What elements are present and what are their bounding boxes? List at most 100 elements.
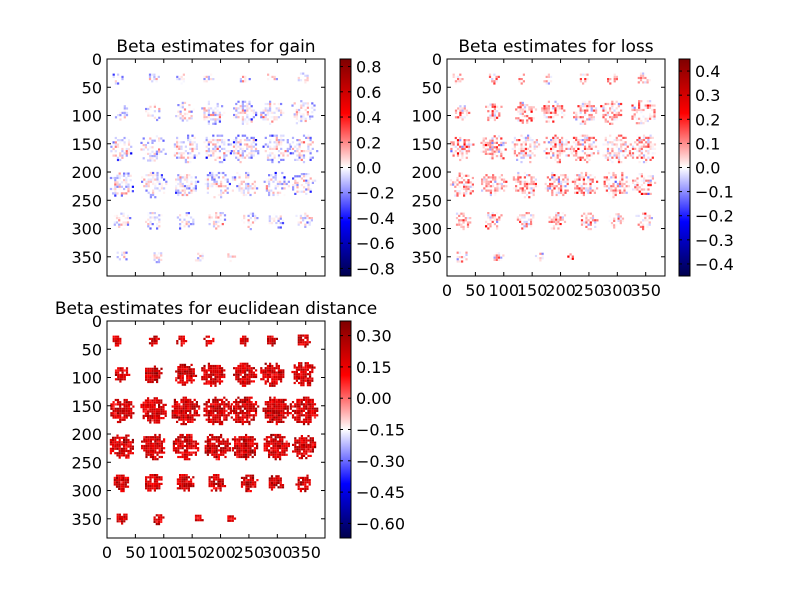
heatmap-cell	[500, 144, 503, 147]
heatmap-cell	[311, 364, 314, 367]
heatmap-cell	[198, 414, 201, 417]
heatmap-cell	[584, 80, 587, 83]
heatmap-cell	[612, 174, 615, 177]
heatmap-cell	[121, 139, 124, 142]
heatmap-cell	[491, 137, 494, 140]
heatmap-cell	[517, 110, 520, 113]
heatmap-cell	[653, 143, 657, 146]
heatmap-cell	[644, 219, 647, 222]
heatmap-cell	[181, 370, 184, 373]
heatmap-cell	[532, 216, 535, 219]
heatmap-cell	[239, 401, 242, 404]
heatmap-cell	[562, 191, 565, 194]
heatmap-cell	[296, 147, 299, 150]
heatmap-cell	[559, 225, 562, 228]
heatmap-cell	[466, 217, 470, 220]
heatmap-cell	[205, 145, 208, 148]
heatmap-cell	[119, 414, 122, 417]
heatmap-cell	[280, 102, 283, 106]
heatmap-cell	[148, 78, 152, 81]
heatmap-cell	[287, 180, 290, 183]
heatmap-cell	[250, 145, 253, 148]
heatmap-cell	[216, 403, 219, 406]
heatmap-cell	[471, 183, 474, 186]
heatmap-cell	[121, 407, 124, 410]
heatmap-cell	[299, 336, 303, 339]
heatmap-cell	[611, 156, 614, 159]
heatmap-cell	[502, 144, 505, 147]
heatmap-cell	[238, 189, 241, 192]
heatmap-cell	[195, 414, 198, 417]
heatmap-cell	[248, 78, 251, 81]
heatmap-cell	[281, 187, 284, 190]
x-tick-label: 100	[488, 281, 519, 300]
heatmap-cell	[212, 154, 215, 157]
heatmap-cell	[119, 342, 122, 345]
heatmap-cell	[269, 139, 272, 142]
brain-slice	[289, 396, 319, 426]
heatmap-cell	[127, 172, 130, 175]
heatmap-cell	[456, 147, 460, 151]
colorbar-tick-label: −0.3	[695, 231, 734, 250]
heatmap-cell	[244, 362, 247, 365]
heatmap-cell	[603, 176, 606, 179]
heatmap-cell	[163, 187, 166, 190]
heatmap-cell	[273, 378, 276, 381]
heatmap-cell	[176, 412, 179, 415]
heatmap-cell	[179, 112, 182, 115]
heatmap-cell	[577, 105, 580, 108]
heatmap-cell	[458, 181, 461, 184]
heatmap-cell	[588, 118, 591, 121]
heatmap-cell	[210, 405, 213, 408]
heatmap-cell	[130, 403, 133, 406]
heatmap-cell	[248, 423, 251, 426]
heatmap-cell	[245, 171, 248, 175]
heatmap-cell	[208, 223, 211, 226]
heatmap-cell	[239, 156, 242, 159]
heatmap-cell	[482, 139, 485, 142]
heatmap-cell	[158, 419, 161, 422]
heatmap-cell	[246, 107, 249, 110]
heatmap-cell	[224, 444, 227, 448]
heatmap-cell	[521, 110, 524, 113]
heatmap-cell	[561, 136, 564, 139]
heatmap-cell	[251, 455, 254, 459]
heatmap-cell	[266, 102, 269, 106]
heatmap-cell	[147, 180, 150, 183]
heatmap-cell	[651, 136, 654, 139]
heatmap-cell	[149, 216, 152, 219]
heatmap-cell	[265, 436, 268, 439]
heatmap-cell	[252, 416, 255, 419]
heatmap-cell	[300, 420, 303, 423]
heatmap-cell	[606, 111, 609, 114]
heatmap-cell	[239, 340, 242, 343]
heatmap-cell	[158, 185, 161, 188]
heatmap-cell	[581, 116, 584, 119]
heatmap-cell	[244, 378, 247, 381]
heatmap-cell	[266, 113, 269, 117]
heatmap-cell	[211, 433, 214, 437]
heatmap-cell	[541, 257, 544, 260]
heatmap-cell	[185, 212, 188, 215]
heatmap-cell	[235, 139, 238, 142]
heatmap-cell	[526, 182, 529, 186]
heatmap-cell	[609, 158, 612, 161]
heatmap-cell	[492, 178, 495, 181]
heatmap-cell	[583, 158, 587, 161]
heatmap-cell	[275, 378, 278, 381]
heatmap-cell	[266, 409, 270, 412]
heatmap-cell	[302, 409, 306, 412]
heatmap-cell	[287, 444, 290, 448]
heatmap-cell	[241, 134, 244, 137]
heatmap-cell	[585, 182, 588, 186]
heatmap-cell	[279, 438, 282, 441]
heatmap-cell	[127, 443, 130, 446]
heatmap-cell	[153, 412, 156, 415]
heatmap-cell	[249, 193, 252, 197]
heatmap-cell	[558, 143, 561, 146]
heatmap-cell	[238, 453, 241, 456]
heatmap-cell	[286, 139, 289, 142]
heatmap-cell	[124, 221, 127, 224]
heatmap-cell	[142, 144, 145, 147]
heatmap-cell	[248, 102, 251, 106]
